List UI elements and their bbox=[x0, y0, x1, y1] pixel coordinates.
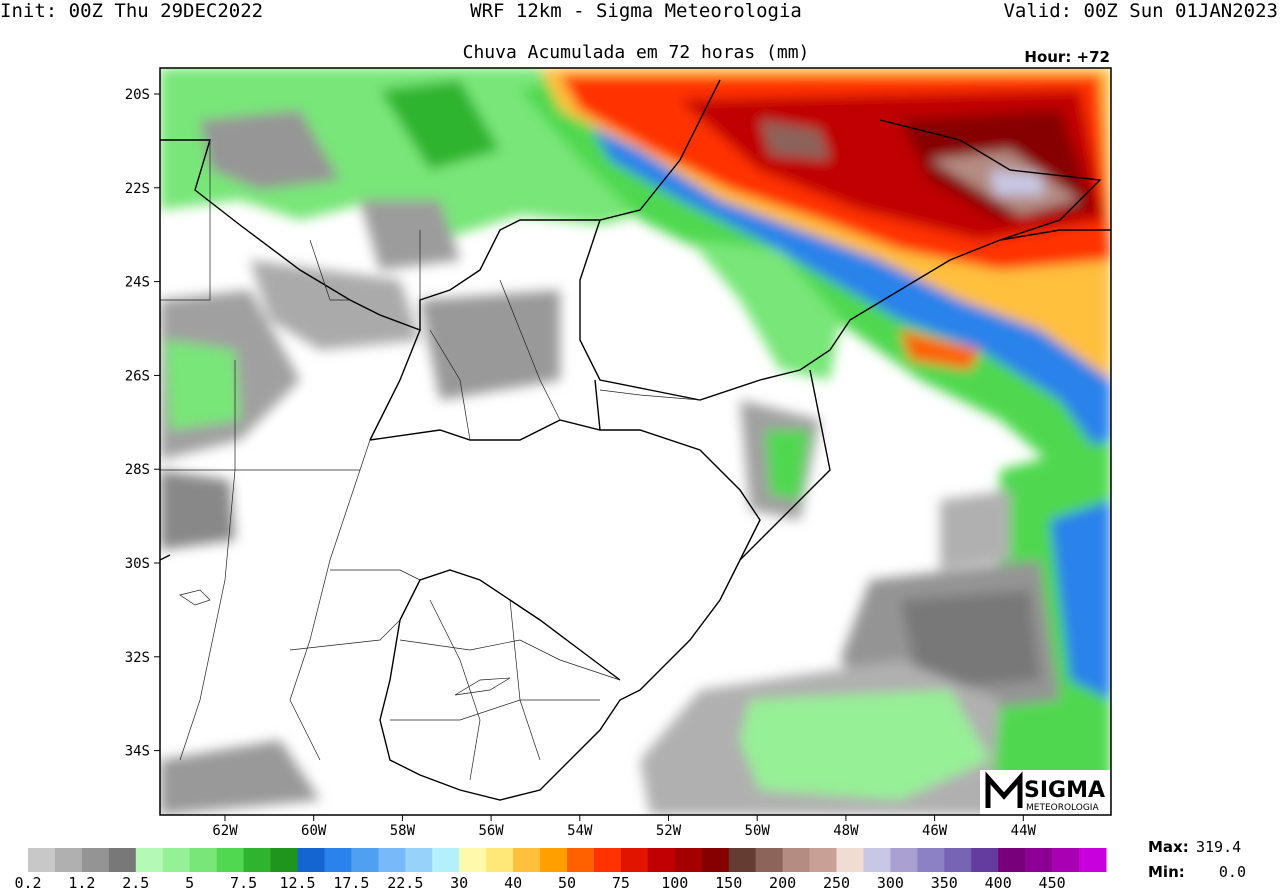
lat-label: 30S bbox=[125, 556, 150, 572]
colorbar-swatch bbox=[135, 848, 164, 872]
colorbar-swatch bbox=[351, 848, 379, 872]
colorbar-swatch bbox=[81, 848, 110, 872]
colorbar-label: 200 bbox=[769, 874, 796, 889]
init-time: Init: 00Z Thu 29DEC2022 bbox=[0, 0, 263, 22]
colorbar-swatch bbox=[701, 848, 730, 872]
colorbar-swatch bbox=[620, 848, 649, 872]
logo-subtitle: METEOROLOGIA bbox=[1026, 803, 1099, 813]
colorbar-label: 50 bbox=[558, 874, 576, 889]
lon-label: 62W bbox=[212, 823, 238, 839]
colorbar-swatch bbox=[162, 848, 191, 872]
forecast-hour: Hour: +72 bbox=[1024, 48, 1110, 66]
colorbar-label: 1.2 bbox=[68, 874, 95, 889]
colorbar-swatch bbox=[243, 848, 272, 872]
colorbar: 0.2 1.2 2.5 5 7.5 12.5 17.5 22.5 30 40 50 75 100 150 2… bbox=[14, 848, 1107, 892]
lon-label: 56W bbox=[478, 823, 504, 839]
logo-name: SIGMA bbox=[1024, 778, 1105, 803]
min-value: 0.0 bbox=[1219, 863, 1246, 881]
max-label: Max: bbox=[1148, 838, 1189, 856]
lat-label: 22S bbox=[125, 181, 150, 197]
colorbar-swatch bbox=[432, 848, 460, 872]
colorbar-swatch bbox=[567, 848, 595, 872]
colorbar-swatch bbox=[728, 848, 757, 872]
lon-label: 44W bbox=[1011, 823, 1037, 839]
colorbar-swatch bbox=[189, 848, 218, 872]
colorbar-swatch bbox=[755, 848, 784, 872]
colorbar-label: 100 bbox=[661, 874, 688, 889]
colorbar-label: 5 bbox=[185, 874, 194, 889]
colorbar-swatch bbox=[324, 848, 352, 872]
colorbar-label: 150 bbox=[715, 874, 742, 889]
colorbar-swatch bbox=[971, 848, 999, 872]
map-axes: 20S 22S 24S 26S 28S 30S 32S 34S 62W 60W 58W 56W 54W 5… bbox=[125, 87, 1037, 839]
colorbar-swatch bbox=[54, 848, 83, 872]
colorbar-label: 17.5 bbox=[333, 874, 369, 889]
lon-label: 58W bbox=[390, 823, 416, 839]
colorbar-swatch bbox=[782, 848, 811, 872]
colorbar-swatch bbox=[486, 848, 514, 872]
colorbar-swatch bbox=[108, 848, 137, 872]
lon-label: 46W bbox=[922, 823, 948, 839]
colorbar-swatch bbox=[216, 848, 245, 872]
lon-label: 54W bbox=[567, 823, 593, 839]
colorbar-swatch bbox=[890, 848, 918, 872]
colorbar-swatch bbox=[863, 848, 891, 872]
colorbar-swatch bbox=[540, 848, 568, 872]
colorbar-swatch bbox=[917, 848, 945, 872]
precip-field: SIGMA METEOROLOGIA bbox=[160, 68, 1111, 815]
colorbar-label: 40 bbox=[504, 874, 522, 889]
max-value: 319.4 bbox=[1196, 838, 1241, 856]
lat-label: 28S bbox=[125, 462, 150, 478]
valid-time: Valid: 00Z Sun 01JAN2023 bbox=[1003, 0, 1278, 22]
lat-label: 24S bbox=[125, 275, 150, 291]
min-label: Min: bbox=[1148, 863, 1185, 881]
colorbar-swatch bbox=[378, 848, 406, 872]
lon-label: 60W bbox=[301, 823, 327, 839]
colorbar-label: 12.5 bbox=[279, 874, 315, 889]
colorbar-swatch bbox=[513, 848, 541, 872]
colorbar-swatch bbox=[1079, 848, 1107, 872]
colorbar-swatch bbox=[297, 848, 325, 872]
lat-label: 20S bbox=[125, 87, 150, 103]
colorbar-label: 400 bbox=[985, 874, 1012, 889]
colorbar-swatch bbox=[270, 848, 298, 872]
lon-label: 48W bbox=[833, 823, 859, 839]
colorbar-label: 30 bbox=[450, 874, 468, 889]
colorbar-swatch bbox=[459, 848, 487, 872]
lat-label: 34S bbox=[125, 744, 150, 760]
lat-label: 32S bbox=[125, 650, 150, 666]
colorbar-label: 300 bbox=[877, 874, 904, 889]
colorbar-label: 450 bbox=[1039, 874, 1066, 889]
model-name: WRF 12km - Sigma Meteorologia bbox=[470, 0, 802, 22]
colorbar-label: 250 bbox=[823, 874, 850, 889]
colorbar-label: 0.2 bbox=[14, 874, 41, 889]
colorbar-swatch bbox=[836, 848, 864, 872]
colorbar-swatch bbox=[593, 848, 622, 872]
colorbar-swatch bbox=[1025, 848, 1053, 872]
colorbar-swatch bbox=[28, 848, 56, 872]
colorbar-swatch bbox=[809, 848, 837, 872]
colorbar-label: 350 bbox=[931, 874, 958, 889]
lon-label: 50W bbox=[745, 823, 771, 839]
colorbar-label: 2.5 bbox=[122, 874, 149, 889]
colorbar-label: 22.5 bbox=[387, 874, 423, 889]
map-title: Chuva Acumulada em 72 horas (mm) bbox=[463, 42, 810, 63]
colorbar-swatch bbox=[647, 848, 676, 872]
colorbar-swatch bbox=[944, 848, 972, 872]
colorbar-swatch bbox=[1052, 848, 1080, 872]
colorbar-swatch bbox=[405, 848, 433, 872]
lat-label: 26S bbox=[125, 368, 150, 384]
colorbar-swatch bbox=[998, 848, 1026, 872]
colorbar-label: 75 bbox=[612, 874, 630, 889]
lon-label: 52W bbox=[656, 823, 682, 839]
colorbar-label: 7.5 bbox=[230, 874, 257, 889]
map-frame bbox=[159, 67, 1112, 816]
colorbar-swatch bbox=[674, 848, 703, 872]
